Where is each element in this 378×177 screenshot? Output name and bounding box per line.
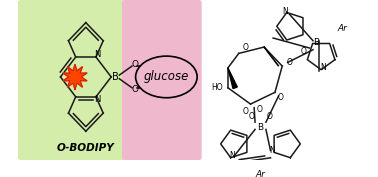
Text: O-BODIPY: O-BODIPY (57, 143, 115, 153)
Text: N: N (94, 95, 100, 104)
Polygon shape (228, 68, 237, 88)
Text: Ar: Ar (256, 170, 265, 177)
Text: O: O (266, 112, 273, 121)
Text: B: B (112, 72, 119, 82)
Text: O: O (287, 58, 293, 67)
Text: O: O (243, 107, 249, 116)
Text: O: O (131, 60, 138, 69)
Text: HO: HO (211, 83, 223, 92)
Text: Ar: Ar (337, 24, 347, 33)
Text: N: N (229, 151, 235, 160)
Text: B: B (257, 123, 263, 132)
Ellipse shape (136, 56, 197, 98)
Text: O: O (277, 93, 284, 102)
Text: N: N (270, 146, 275, 155)
Text: O: O (301, 47, 307, 56)
Text: glucose: glucose (144, 70, 189, 83)
Text: O: O (131, 85, 138, 94)
Text: B: B (313, 38, 320, 47)
FancyBboxPatch shape (122, 0, 202, 160)
Text: N: N (282, 7, 288, 16)
Text: O: O (248, 112, 254, 121)
Text: O: O (243, 44, 249, 52)
Text: N: N (320, 63, 326, 72)
Text: O: O (257, 105, 263, 114)
Polygon shape (63, 64, 87, 90)
Text: N: N (94, 50, 100, 59)
FancyBboxPatch shape (18, 0, 157, 160)
